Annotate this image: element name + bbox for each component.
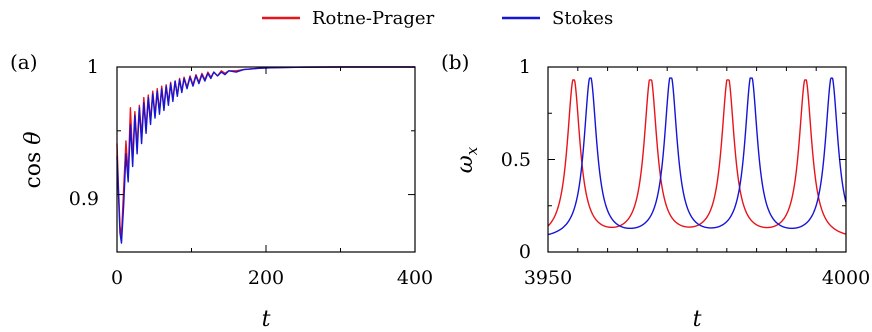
panel-a-xtick-0: 0 xyxy=(111,267,123,289)
panel-b-ytick-0: 0 xyxy=(519,241,531,263)
series-line-stokes xyxy=(547,77,847,236)
panel-b-xtick-4000: 4000 xyxy=(822,267,870,289)
panel-b-xlabel: t xyxy=(693,307,702,332)
panel-b: (b) 1 0.5 0 3950 4000 t ωx xyxy=(441,50,870,332)
panel-a-label: (a) xyxy=(10,50,38,74)
panel-a-series xyxy=(116,66,415,244)
panel-a-xtick-400: 400 xyxy=(397,267,433,289)
panel-b-ticks xyxy=(547,66,847,253)
panel-a-ticks xyxy=(116,66,416,252)
panel-b-ylabel: ωx xyxy=(453,146,481,173)
legend: Rotne-Prager Stokes xyxy=(262,8,613,29)
panel-a-ytick-0.9: 0.9 xyxy=(69,188,99,210)
legend-label-rotne-prager: Rotne-Prager xyxy=(312,8,435,29)
panel-a-xtick-200: 200 xyxy=(248,267,284,289)
panel-b-series xyxy=(547,77,847,236)
legend-label-stokes: Stokes xyxy=(552,8,613,29)
panel-a: (a) 1 0.9 0 200 400 t cos θ xyxy=(10,50,433,332)
panel-b-ytick-0.5: 0.5 xyxy=(501,149,531,171)
panel-a-ylabel: cos θ xyxy=(21,131,46,188)
panel-a-xlabel: t xyxy=(262,307,271,332)
series-line-rotne-prager xyxy=(547,79,847,235)
panel-a-ytick-1: 1 xyxy=(87,56,99,78)
series-line-stokes xyxy=(116,66,415,244)
panel-b-xtick-3950: 3950 xyxy=(524,267,572,289)
panel-b-label: (b) xyxy=(441,50,469,74)
panel-b-ytick-1: 1 xyxy=(519,56,531,78)
